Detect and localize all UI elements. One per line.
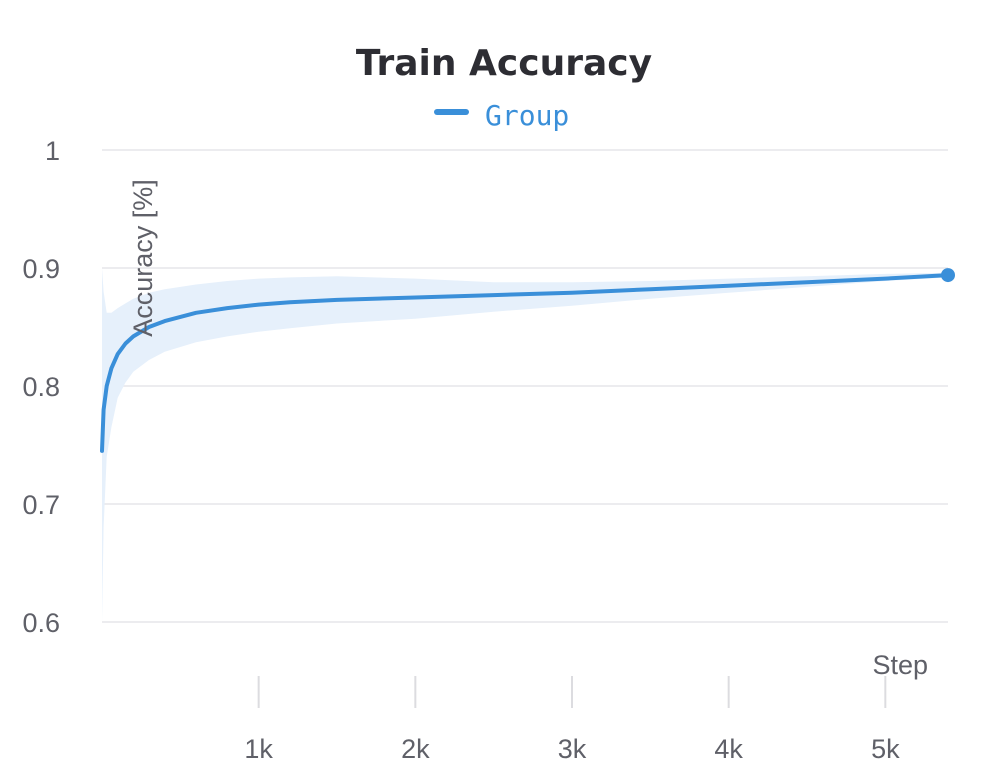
y-tick-label: 0.8 [22, 372, 60, 402]
y-tick-label: 0.6 [22, 608, 60, 638]
legend-label-group: Group [485, 99, 569, 132]
y-tick-label: 1 [45, 136, 60, 166]
x-tick-label: 1k [244, 734, 273, 764]
x-tick-label: 3k [558, 734, 587, 764]
series-endpoint-group [941, 268, 955, 283]
chart-title: Train Accuracy [356, 43, 652, 84]
y-tick-label: 0.9 [22, 254, 60, 284]
y-axis-ticks: 1 0.9 0.8 0.7 0.6 [22, 136, 60, 638]
y-tick-label: 0.7 [22, 490, 60, 520]
series-line-group [100, 273, 950, 453]
x-tick-label: 4k [714, 734, 743, 764]
x-axis-ticks: 1k 2k 3k 4k 5k [244, 676, 900, 764]
series-band-group [102, 268, 948, 622]
x-axis-label: Step [872, 650, 928, 680]
grid [102, 149, 948, 623]
x-tick-label: 2k [401, 734, 430, 764]
legend: Group [434, 99, 569, 132]
x-tick-label: 5k [871, 734, 900, 764]
y-axis-label: Accuracy [%] [128, 179, 158, 337]
